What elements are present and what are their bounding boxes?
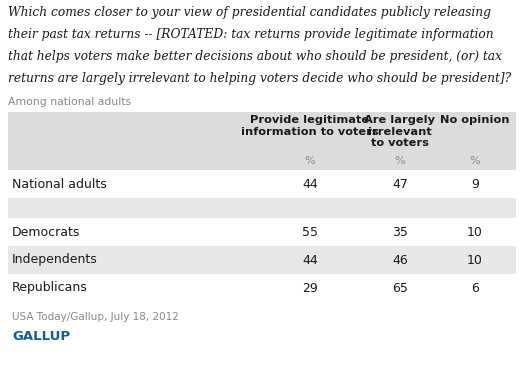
Text: No opinion: No opinion [440, 115, 510, 125]
Text: 10: 10 [467, 254, 483, 266]
Text: Which comes closer to your view of presidential candidates publicly releasing: Which comes closer to your view of presi… [8, 6, 491, 19]
Text: 6: 6 [471, 281, 479, 295]
Text: returns are largely irrelevant to helping voters decide who should be president]: returns are largely irrelevant to helpin… [8, 72, 511, 85]
Text: National adults: National adults [12, 177, 107, 191]
Text: %: % [470, 156, 481, 166]
Text: 44: 44 [302, 177, 318, 191]
Text: that helps voters make better decisions about who should be president, (or) tax: that helps voters make better decisions … [8, 50, 502, 63]
Bar [8, 155, 516, 170]
Text: %: % [395, 156, 405, 166]
Text: GALLUP: GALLUP [12, 330, 70, 343]
Text: Provide legitimate
information to voters: Provide legitimate information to voters [241, 115, 379, 137]
Text: 35: 35 [392, 226, 408, 238]
Bar [8, 218, 516, 246]
Text: Among national adults: Among national adults [8, 97, 131, 107]
Text: 29: 29 [302, 281, 318, 295]
Bar [8, 274, 516, 302]
Text: 65: 65 [392, 281, 408, 295]
Text: Are largely
irrelevant
to voters: Are largely irrelevant to voters [365, 115, 435, 148]
Text: 46: 46 [392, 254, 408, 266]
Text: their past tax returns -- [ROTATED: tax returns provide legitimate information: their past tax returns -- [ROTATED: tax … [8, 28, 494, 41]
Text: 55: 55 [302, 226, 318, 238]
Text: Republicans: Republicans [12, 281, 88, 295]
Bar [8, 246, 516, 274]
Text: %: % [304, 156, 315, 166]
Bar [8, 170, 516, 198]
Text: Independents: Independents [12, 254, 98, 266]
Bar [8, 112, 516, 155]
Text: 10: 10 [467, 226, 483, 238]
Text: 9: 9 [471, 177, 479, 191]
Bar [8, 198, 516, 218]
Text: USA Today/Gallup, July 18, 2012: USA Today/Gallup, July 18, 2012 [12, 312, 179, 322]
Text: 44: 44 [302, 254, 318, 266]
Text: 47: 47 [392, 177, 408, 191]
Text: Democrats: Democrats [12, 226, 80, 238]
